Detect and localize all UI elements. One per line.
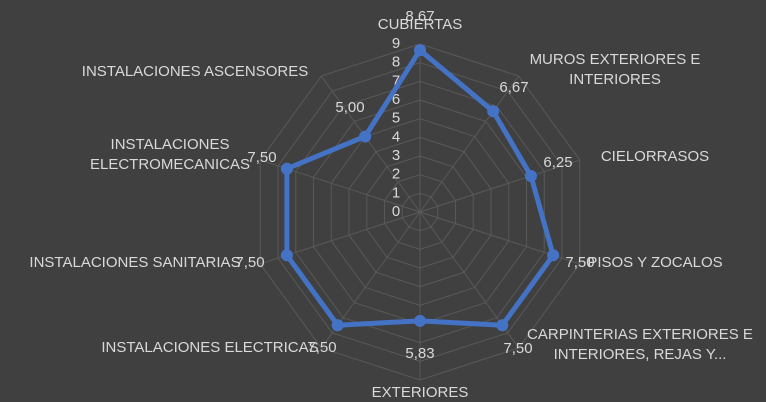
category-label: MUROS EXTERIORES E INTERIORES <box>529 51 701 88</box>
category-label: INSTALACIONES ELECTRICAS <box>101 339 319 356</box>
data-point <box>414 44 426 57</box>
spoke <box>419 159 580 213</box>
spoke <box>320 75 421 213</box>
data-label: 7,50 <box>307 339 336 356</box>
data-point <box>487 105 500 118</box>
spoke <box>419 75 520 213</box>
category-label: INSTALACIONES SANITARIAS <box>29 254 241 271</box>
data-label: 7,50 <box>565 254 594 271</box>
r-tick-label: 3 <box>392 147 400 164</box>
data-point <box>524 169 537 182</box>
data-point <box>547 249 560 262</box>
data-point <box>359 130 372 143</box>
data-point <box>280 249 293 262</box>
category-label: CARPINTERIAS EXTERIORES E INTERIORES, RE… <box>527 326 753 363</box>
r-tick-label: 0 <box>392 203 400 220</box>
r-tick-label: 5 <box>392 110 400 127</box>
r-tick-label: 1 <box>392 184 400 201</box>
category-label: CIELORRASOS <box>600 148 710 165</box>
category-label: PISOS Y ZOCALOS <box>587 254 723 271</box>
category-label: INSTALACIONES ELECTROMECANICAS <box>89 136 251 173</box>
data-point <box>280 162 293 175</box>
r-tick-label: 2 <box>392 166 400 183</box>
r-tick-label: 8 <box>392 54 400 71</box>
data-label: 7,50 <box>235 254 264 271</box>
r-tick-label: 6 <box>392 91 400 108</box>
category-label: CUBIERTAS <box>377 16 463 33</box>
data-label: 6,25 <box>543 154 572 171</box>
category-label: EXTERIORES <box>371 384 469 401</box>
r-tick-label: 7 <box>392 72 400 89</box>
data-label: 7,50 <box>247 149 276 166</box>
data-point <box>331 319 344 332</box>
data-label: 6,67 <box>499 79 528 96</box>
r-tick-label: 4 <box>392 128 400 145</box>
data-label: 5,00 <box>335 99 364 116</box>
data-label: 7,50 <box>503 340 532 357</box>
data-label: 5,83 <box>405 345 434 362</box>
data-point <box>496 319 509 332</box>
r-tick-label: 9 <box>392 35 400 52</box>
data-point <box>414 314 426 327</box>
category-label: INSTALACIONES ASCENSORES <box>81 63 309 80</box>
data-label: 8,67 <box>405 8 434 25</box>
